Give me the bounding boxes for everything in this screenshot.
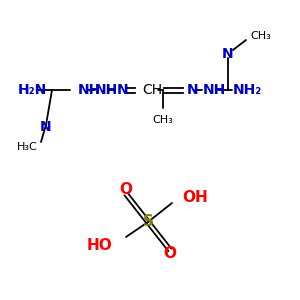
Text: N: N (222, 47, 234, 61)
Text: CH₃: CH₃ (250, 31, 271, 41)
Text: NH: NH (95, 83, 118, 97)
Text: O: O (164, 247, 176, 262)
Text: HO: HO (86, 238, 112, 253)
Text: N: N (40, 120, 52, 134)
Text: NH: NH (78, 83, 101, 97)
Text: NH: NH (203, 83, 226, 97)
Text: O: O (119, 182, 133, 197)
Text: CH₃: CH₃ (153, 115, 173, 125)
Text: N: N (117, 83, 129, 97)
Text: NH₂: NH₂ (233, 83, 262, 97)
Text: H₂N: H₂N (18, 83, 47, 97)
Text: S: S (142, 214, 154, 230)
Text: H₃C: H₃C (17, 142, 38, 152)
Text: OH: OH (182, 190, 208, 206)
Text: CH: CH (142, 83, 162, 97)
Text: N: N (187, 83, 199, 97)
